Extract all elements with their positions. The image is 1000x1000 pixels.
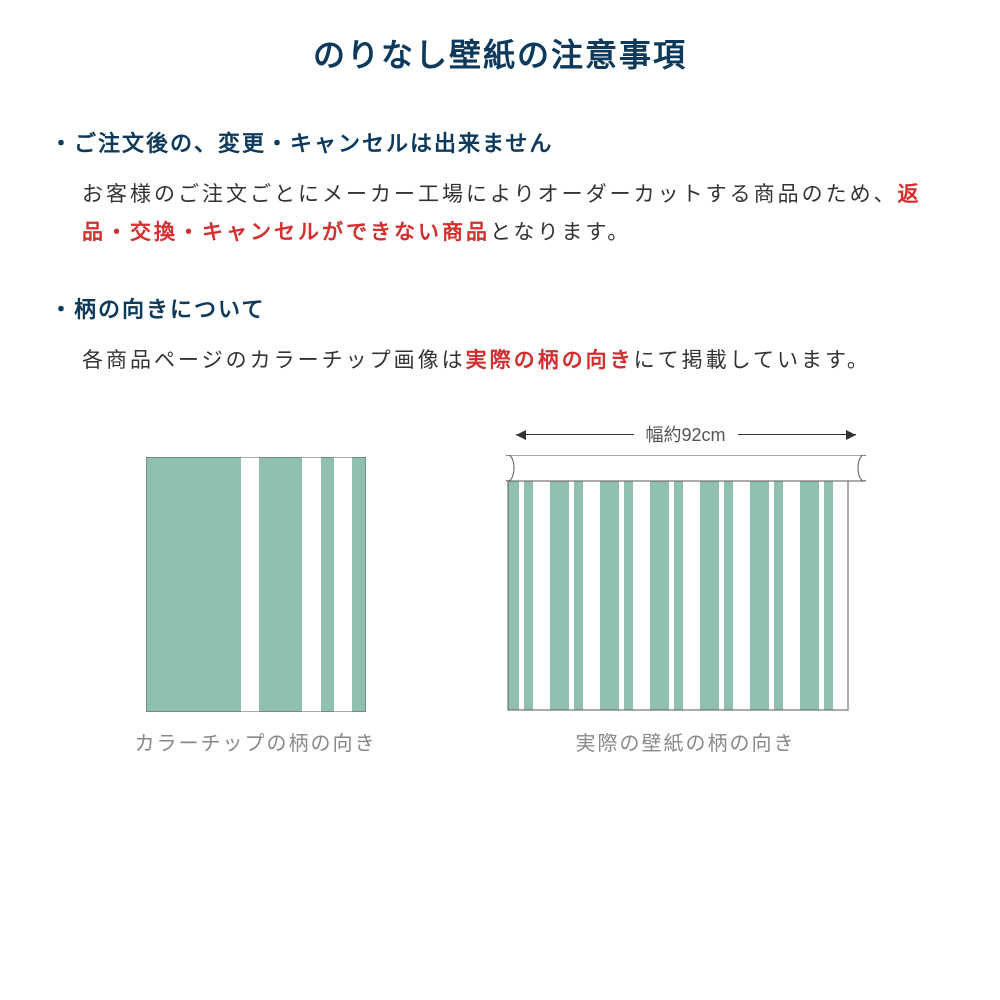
section-2-body-part2: にて掲載しています。 <box>634 349 871 372</box>
section-1-heading: ・ご注文後の、変更・キャンセルは出来ません <box>50 126 950 158</box>
section-2-body-part1: 各商品ページのカラーチップ画像は <box>82 349 466 372</box>
arrow-right-icon <box>738 434 856 435</box>
section-2-body-red: 実際の柄の向き <box>466 349 634 372</box>
width-label: 幅約92cm <box>646 421 726 447</box>
arrow-left-icon <box>516 434 634 435</box>
section-2-body: 各商品ページのカラーチップ画像は実際の柄の向きにて掲載しています。 <box>82 342 950 380</box>
page-title: のりなし壁紙の注意事項 <box>50 30 950 76</box>
caption-color-chip: カラーチップの柄の向き <box>135 727 377 756</box>
section-1-body-part1: お客様のご注文ごとにメーカー工場によりオーダーカットする商品のため、 <box>82 183 898 206</box>
caption-wallpaper-roll: 実際の壁紙の柄の向き <box>576 727 796 756</box>
section-1-body-part2: となります。 <box>490 221 631 244</box>
color-chip-illustration <box>146 457 366 712</box>
wallpaper-roll-illustration <box>506 455 866 712</box>
width-arrow: 幅約92cm <box>516 421 856 447</box>
diagrams-container: カラーチップの柄の向き 幅約92cm 実際の壁紙の柄の向き <box>50 419 950 756</box>
section-1: ・ご注文後の、変更・キャンセルは出来ません お客様のご注文ごとにメーカー工場によ… <box>50 126 950 252</box>
section-2: ・柄の向きについて 各商品ページのカラーチップ画像は実際の柄の向きにて掲載してい… <box>50 292 950 380</box>
section-1-body: お客様のご注文ごとにメーカー工場によりオーダーカットする商品のため、返品・交換・… <box>82 176 950 252</box>
diagram-wallpaper-roll: 幅約92cm 実際の壁紙の柄の向き <box>506 421 866 756</box>
section-2-heading: ・柄の向きについて <box>50 292 950 324</box>
diagram-color-chip: カラーチップの柄の向き <box>135 419 377 756</box>
